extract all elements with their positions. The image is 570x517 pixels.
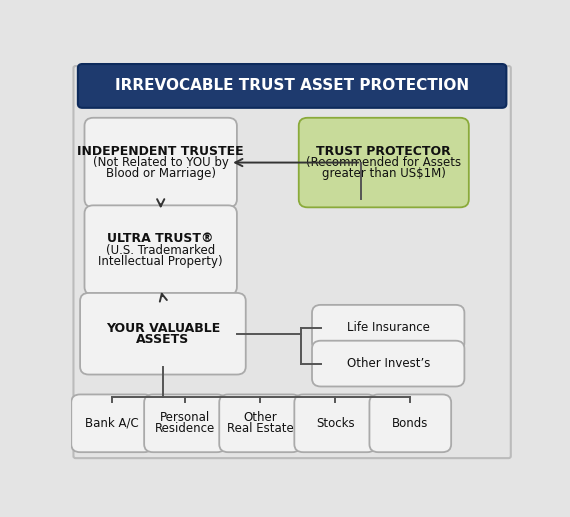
FancyBboxPatch shape xyxy=(369,394,451,452)
Text: (Recommended for Assets: (Recommended for Assets xyxy=(306,156,461,169)
Text: Real Estate: Real Estate xyxy=(227,422,294,435)
Text: Stocks: Stocks xyxy=(316,417,355,430)
FancyBboxPatch shape xyxy=(294,394,376,452)
Text: (U.S. Trademarked: (U.S. Trademarked xyxy=(106,244,215,256)
Text: Bank A/C: Bank A/C xyxy=(86,417,139,430)
Text: ASSETS: ASSETS xyxy=(136,333,190,346)
Text: ULTRA TRUST®: ULTRA TRUST® xyxy=(108,233,214,246)
Text: Personal: Personal xyxy=(160,411,210,424)
Text: TRUST PROTECTOR: TRUST PROTECTOR xyxy=(316,145,451,158)
Text: Other Invest’s: Other Invest’s xyxy=(347,357,430,370)
Text: Life Insurance: Life Insurance xyxy=(347,321,430,334)
Text: Other: Other xyxy=(243,411,277,424)
FancyBboxPatch shape xyxy=(144,394,226,452)
FancyBboxPatch shape xyxy=(312,341,465,387)
FancyBboxPatch shape xyxy=(219,394,301,452)
Text: Intellectual Property): Intellectual Property) xyxy=(99,255,223,268)
FancyBboxPatch shape xyxy=(78,64,506,108)
Text: Bonds: Bonds xyxy=(392,417,429,430)
Text: Blood or Marriage): Blood or Marriage) xyxy=(105,167,215,180)
Text: Residence: Residence xyxy=(155,422,215,435)
FancyBboxPatch shape xyxy=(299,118,469,207)
FancyBboxPatch shape xyxy=(84,205,237,295)
Text: IRREVOCABLE TRUST ASSET PROTECTION: IRREVOCABLE TRUST ASSET PROTECTION xyxy=(115,79,469,94)
FancyBboxPatch shape xyxy=(80,293,246,374)
FancyBboxPatch shape xyxy=(71,394,153,452)
Text: YOUR VALUABLE: YOUR VALUABLE xyxy=(106,322,220,334)
Text: greater than US$1M): greater than US$1M) xyxy=(322,167,446,180)
FancyBboxPatch shape xyxy=(84,118,237,207)
Text: (Not Related to YOU by: (Not Related to YOU by xyxy=(93,156,229,169)
FancyBboxPatch shape xyxy=(312,305,465,351)
Text: INDEPENDENT TRUSTEE: INDEPENDENT TRUSTEE xyxy=(78,145,244,158)
